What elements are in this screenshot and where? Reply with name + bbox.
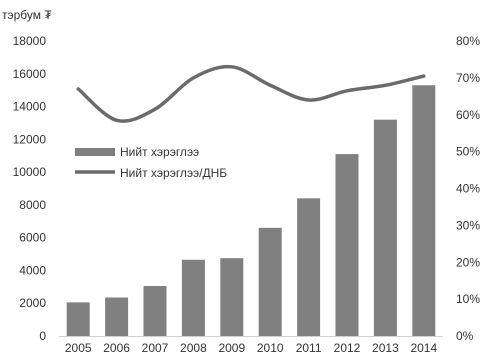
bar-2009 (220, 258, 244, 336)
left-tick-label: 14000 (13, 100, 47, 114)
bar-2006 (105, 297, 129, 336)
x-tick-label: 2005 (65, 341, 92, 355)
right-tick-label: 80% (456, 34, 480, 48)
x-tick-label: 2013 (372, 341, 399, 355)
left-tick-label: 10000 (13, 165, 47, 179)
bar-2012 (335, 154, 359, 336)
right-tick-label: 20% (456, 255, 480, 269)
right-tick-label: 40% (456, 182, 480, 196)
right-tick-label: 0% (456, 329, 474, 343)
right-axis-ticks: 0% 10% 20% 30% 40% 50% 60% 70% 80% (456, 34, 480, 343)
bar-2014 (412, 85, 436, 336)
bar-2010 (258, 227, 282, 336)
left-tick-label: 2000 (19, 296, 46, 310)
right-tick-label: 60% (456, 108, 480, 122)
line-series (76, 64, 426, 123)
x-tick-label: 2014 (410, 341, 437, 355)
x-tick-label: 2007 (142, 341, 169, 355)
x-axis-ticks: 2005 2006 2007 2008 2009 2010 2011 2012 2013 2014 (65, 341, 438, 355)
bar-2008 (181, 259, 205, 336)
right-tick-label: 30% (456, 218, 480, 232)
bar-2007 (143, 286, 167, 336)
bar-2011 (297, 198, 321, 336)
line-path (76, 64, 426, 123)
right-tick-label: 70% (456, 71, 480, 85)
x-tick-label: 2010 (257, 341, 284, 355)
legend-bar-label: Нийт хэрэглээ (120, 145, 199, 159)
legend-line-label: Нийт хэрэглээ/ДНБ (120, 166, 227, 180)
x-tick-label: 2012 (334, 341, 361, 355)
x-tick-label: 2011 (296, 341, 322, 355)
y-axis-unit-label: тэрбум ₮ (2, 8, 52, 22)
left-tick-label: 16000 (13, 67, 47, 81)
left-tick-label: 6000 (19, 231, 46, 245)
bar-2005 (66, 302, 90, 336)
right-tick-label: 10% (456, 292, 480, 306)
left-tick-label: 0 (39, 329, 46, 343)
bar-series (66, 85, 436, 337)
legend-bar-swatch (75, 148, 115, 156)
x-tick-label: 2006 (103, 341, 130, 355)
chart-legend: Нийт хэрэглээ Нийт хэрэглээ/ДНБ (75, 145, 227, 180)
left-tick-label: 18000 (13, 34, 47, 48)
x-tick-label: 2009 (218, 341, 245, 355)
left-axis-ticks: 0 2000 4000 6000 8000 10000 12000 14000 16000 180… (13, 34, 47, 343)
left-tick-label: 4000 (19, 263, 46, 277)
bar-2013 (373, 119, 397, 337)
x-tick-label: 2008 (180, 341, 207, 355)
left-tick-label: 12000 (13, 132, 47, 146)
left-tick-label: 8000 (19, 198, 46, 212)
right-tick-label: 50% (456, 145, 480, 159)
